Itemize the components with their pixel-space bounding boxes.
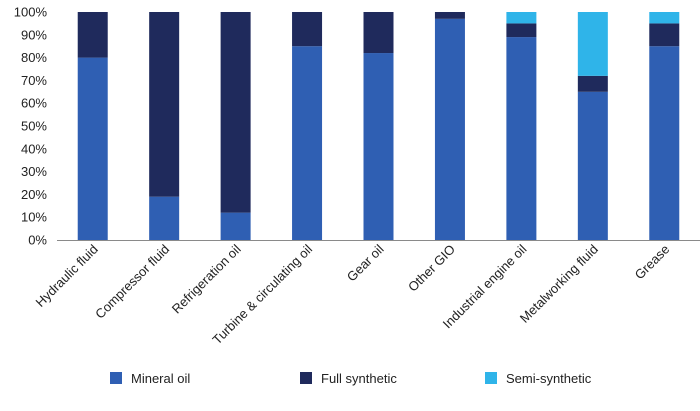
bar-grease-full-synthetic [649, 23, 680, 47]
x-tick-label-hydraulic-fluid: Hydraulic fluid [32, 242, 100, 310]
x-tick-label-metalworking-fluid: Metalworking fluid [517, 242, 601, 326]
bar-grease-semi-synthetic [649, 12, 680, 24]
bar-hydraulic-fluid-mineral-oil [77, 57, 108, 240]
x-tick-label-compressor-fluid: Compressor fluid [92, 242, 172, 322]
bars [77, 12, 680, 241]
x-tick-label-refrigeration-oil: Refrigeration oil [169, 241, 244, 316]
y-tick-label-2: 20% [21, 187, 47, 202]
y-tick-label-9: 90% [21, 27, 47, 42]
x-tick-label-gear-oil: Gear oil [344, 241, 387, 284]
bar-turbine-and-circulating-oil-mineral-oil [292, 46, 323, 241]
y-tick-label-3: 30% [21, 164, 47, 179]
bar-compressor-fluid-mineral-oil [149, 196, 180, 240]
bar-grease-mineral-oil [649, 46, 680, 241]
bar-industrial-engine-oil-semi-synthetic [506, 12, 537, 24]
bar-industrial-engine-oil-full-synthetic [506, 23, 537, 38]
y-tick-label-0: 0% [28, 233, 47, 248]
legend-label-mineral-oil: Mineral oil [131, 371, 190, 386]
legend-swatch-mineral-oil [110, 372, 122, 384]
legend-label-full-synthetic: Full synthetic [321, 371, 397, 386]
bar-metalworking-fluid-full-synthetic [577, 75, 608, 92]
bar-gear-oil-mineral-oil [363, 53, 394, 240]
bar-metalworking-fluid-mineral-oil [577, 91, 608, 240]
bar-other-gio-full-synthetic [434, 12, 465, 19]
y-tick-label-1: 10% [21, 210, 47, 225]
bar-other-gio-mineral-oil [434, 18, 465, 241]
y-tick-label-5: 50% [21, 119, 47, 134]
y-tick-label-6: 60% [21, 96, 47, 111]
y-tick-label-7: 70% [21, 73, 47, 88]
bar-compressor-fluid-full-synthetic [149, 12, 180, 197]
x-tick-label-grease: Grease [632, 242, 673, 283]
bar-metalworking-fluid-semi-synthetic [577, 12, 608, 76]
bar-industrial-engine-oil-mineral-oil [506, 37, 537, 240]
bar-refrigeration-oil-mineral-oil [220, 212, 251, 240]
y-tick-label-10: 100% [14, 5, 48, 20]
legend: Mineral oil Full synthetic Semi-syntheti… [110, 371, 592, 386]
bar-refrigeration-oil-full-synthetic [220, 12, 251, 213]
bar-hydraulic-fluid-full-synthetic [77, 12, 108, 58]
y-tick-label-8: 80% [21, 50, 47, 65]
legend-swatch-semi-synthetic [485, 372, 497, 384]
bar-turbine-and-circulating-oil-full-synthetic [292, 12, 323, 47]
y-tick-label-4: 40% [21, 141, 47, 156]
x-tick-label-other-gio: Other GIO [405, 242, 458, 295]
bar-gear-oil-full-synthetic [363, 12, 394, 54]
legend-swatch-full-synthetic [300, 372, 312, 384]
legend-label-semi-synthetic: Semi-synthetic [506, 371, 592, 386]
y-axis-ticks: 0% 10% 20% 30% 40% 50% 60% 70% 80% 90% 100% [14, 5, 48, 248]
